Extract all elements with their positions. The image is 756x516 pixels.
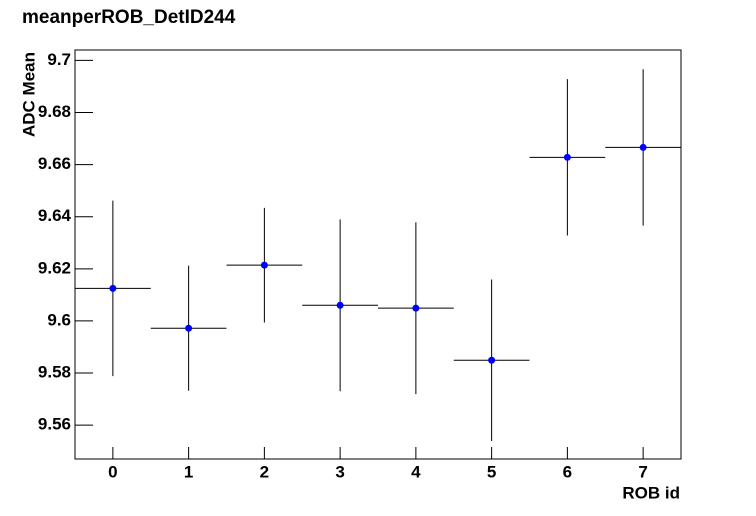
data-point [639,143,647,151]
data-point [563,153,571,161]
x-tick-label: 0 [108,462,117,481]
y-tick-label: 9.56 [38,415,71,434]
data-point [488,356,496,364]
y-tick-label: 9.62 [38,258,71,277]
data-point [109,284,117,292]
x-tick-label: 1 [184,462,193,481]
y-tick-label: 9.7 [47,50,71,69]
chart-title: meanperROB_DetID244 [22,7,236,28]
y-tick-label: 9.68 [38,102,71,121]
x-tick-label: 5 [487,462,496,481]
y-tick-label: 9.66 [38,154,71,173]
x-tick-label: 2 [260,462,269,481]
x-tick-label: 7 [638,462,647,481]
y-tick-label: 9.64 [38,206,72,225]
data-point [185,324,193,332]
data-point [412,304,420,312]
data-point [336,301,344,309]
x-tick-label: 6 [563,462,572,481]
x-tick-label: 3 [335,462,344,481]
y-tick-label: 9.6 [47,310,71,329]
y-tick-label: 9.58 [38,363,71,382]
data-point [260,261,268,269]
y-axis-label: ADC Mean [19,52,38,137]
x-tick-label: 4 [411,462,421,481]
plot-frame [74,49,682,460]
x-axis-label: ROB id [622,483,680,502]
